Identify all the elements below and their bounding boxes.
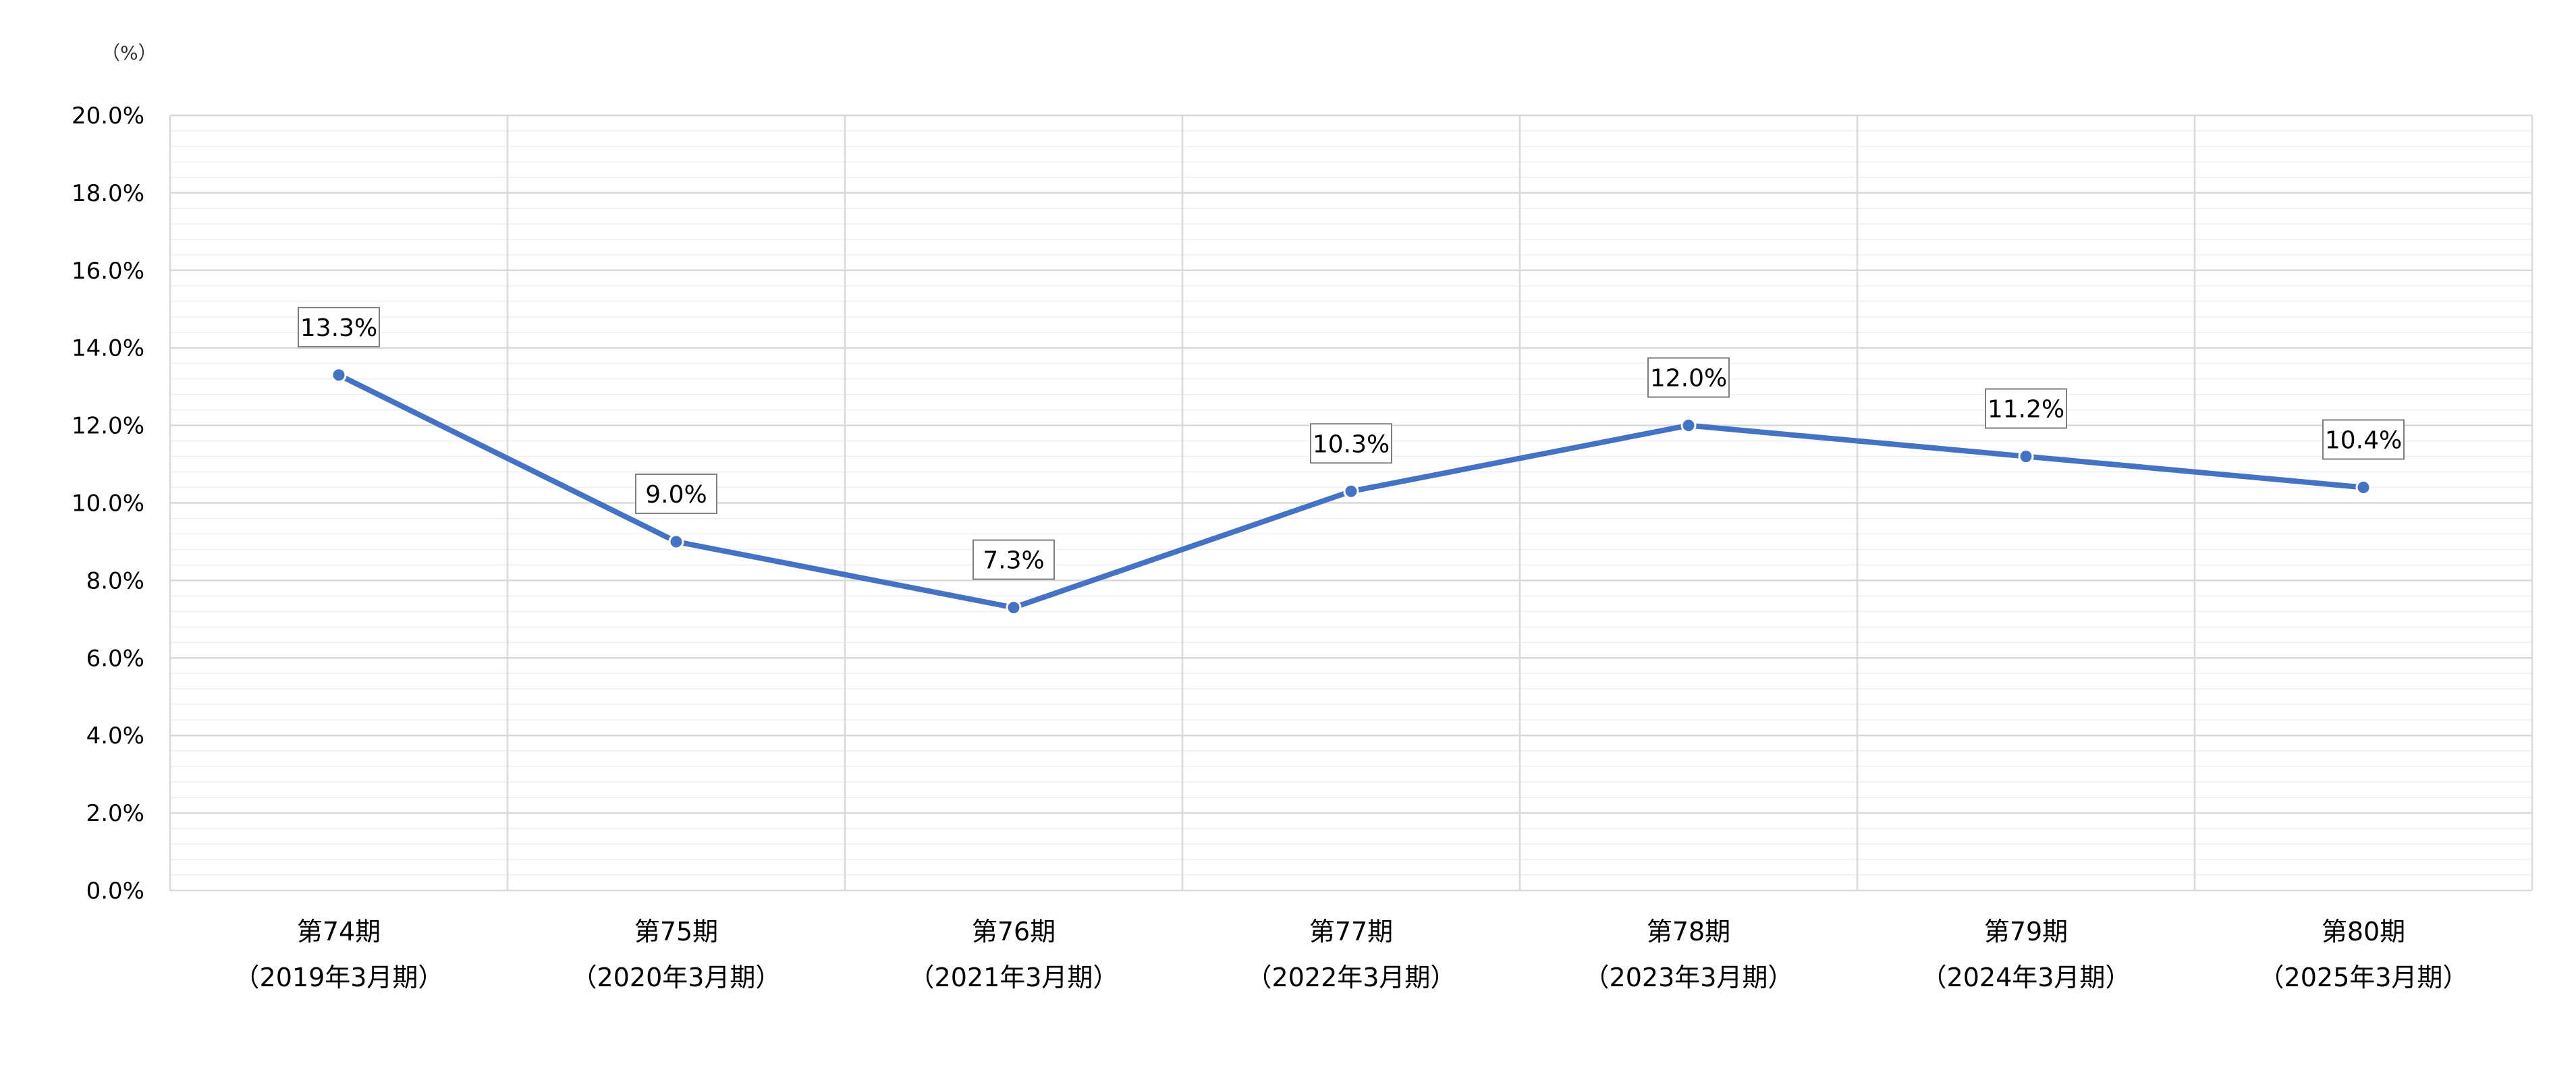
data-point	[668, 534, 684, 550]
data-label: 10.3%	[1313, 430, 1390, 458]
x-category-sublabel: （2020年3月期）	[572, 963, 782, 992]
data-label: 13.3%	[300, 314, 377, 342]
x-category-label: 第80期	[2322, 917, 2405, 946]
data-point	[2018, 449, 2034, 465]
axis-layer: 0.0% 2.0% 4.0% 6.0% 8.0% 10.0% 12.0% 14.0% 16.0%…	[72, 103, 2468, 992]
y-unit-label: （%）	[101, 42, 157, 64]
y-tick-label: 0.0%	[86, 878, 144, 905]
data-point	[1006, 600, 1022, 616]
y-tick-label: 14.0%	[72, 335, 144, 362]
x-category-label: 第79期	[1984, 917, 2068, 946]
x-category-label: 第78期	[1647, 917, 1730, 946]
data-label-box	[972, 539, 1055, 580]
data-label: 11.2%	[1988, 396, 2064, 424]
data-label-box	[1310, 423, 1392, 464]
data-point	[331, 367, 347, 383]
x-category-label: 第74期	[297, 917, 381, 946]
x-category-sublabel: （2024年3月期）	[1921, 963, 2131, 992]
x-category-label: 第77期	[1309, 917, 1393, 946]
x-category-sublabel: （2022年3月期）	[1246, 963, 1456, 992]
x-category-sublabel: （2023年3月期）	[1584, 963, 1794, 992]
x-category-label: 第76期	[972, 917, 1056, 946]
data-label-box	[635, 473, 717, 514]
y-tick-label: 10.0%	[72, 490, 144, 517]
x-category-sublabel: （2021年3月期）	[909, 963, 1119, 992]
y-tick-label: 2.0%	[86, 800, 144, 827]
x-category-sublabel: （2019年3月期）	[234, 963, 444, 992]
y-tick-label: 12.0%	[72, 413, 144, 440]
data-label-box	[298, 306, 380, 347]
data-label-box	[2322, 419, 2405, 460]
y-tick-label: 18.0%	[72, 180, 144, 207]
data-point	[1343, 483, 1359, 499]
y-tick-label: 16.0%	[72, 258, 144, 285]
data-label-box	[1985, 388, 2067, 429]
x-category-sublabel: （2025年3月期）	[2259, 963, 2469, 992]
x-category-label: 第75期	[634, 917, 718, 946]
y-tick-label: 8.0%	[86, 567, 144, 594]
data-label: 12.0%	[1650, 365, 1727, 393]
grid-layer	[169, 114, 2533, 892]
y-tick-label: 4.0%	[86, 723, 144, 749]
y-tick-label: 20.0%	[72, 103, 144, 130]
y-tick-label: 6.0%	[86, 645, 144, 672]
data-point	[2355, 480, 2372, 496]
data-label: 9.0%	[645, 481, 707, 509]
data-label: 7.3%	[983, 547, 1044, 575]
data-label-layer: 13.3% 9.0% 7.3% 10.3% 12.0% 11.2% 10.4%	[298, 306, 2405, 580]
series-layer	[331, 367, 2372, 616]
data-point	[1680, 418, 1697, 434]
data-label-box	[1647, 357, 1730, 398]
data-label: 10.4%	[2325, 427, 2402, 455]
